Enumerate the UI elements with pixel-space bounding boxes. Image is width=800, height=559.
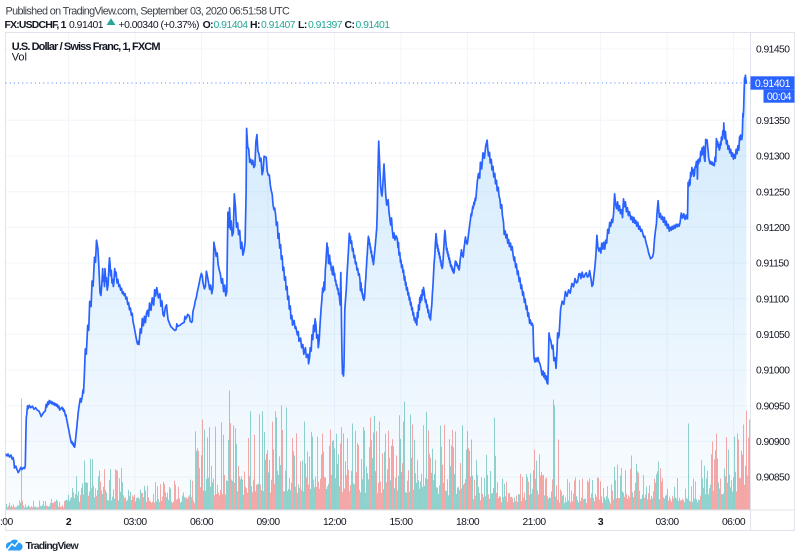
svg-text:0.91450: 0.91450 (756, 45, 790, 56)
svg-text:FX:USDCHF, 1: FX:USDCHF, 1 (5, 20, 67, 31)
svg-text:0.91150: 0.91150 (756, 259, 789, 270)
svg-text:0.91250: 0.91250 (756, 187, 790, 198)
svg-text:0.91200: 0.91200 (756, 223, 790, 234)
svg-text:0.91407: 0.91407 (261, 20, 296, 31)
svg-text:0.91401: 0.91401 (755, 78, 791, 90)
svg-text:2: 2 (66, 517, 72, 528)
svg-text:0.91300: 0.91300 (756, 152, 790, 163)
svg-text:0.91401: 0.91401 (69, 20, 104, 31)
svg-text:21:00: 21:00 (522, 517, 546, 528)
svg-text:06:00: 06:00 (722, 517, 746, 528)
svg-text:0.91000: 0.91000 (756, 366, 790, 377)
svg-text:U.S. Dollar / Swiss Franc, 1,: U.S. Dollar / Swiss Franc, 1, FXCM (12, 41, 161, 53)
svg-text:03:00: 03:00 (655, 517, 679, 528)
svg-text:0.91350: 0.91350 (756, 116, 790, 127)
svg-text:0.91404: 0.91404 (214, 20, 249, 31)
svg-text:L:: L: (298, 20, 307, 31)
svg-text:+0.00340 (+0.37%): +0.00340 (+0.37%) (119, 20, 200, 31)
svg-text:00:04: 00:04 (767, 91, 792, 103)
svg-text:H:: H: (250, 20, 260, 31)
svg-text:0.90900: 0.90900 (756, 437, 790, 448)
svg-text:15:00: 15:00 (389, 517, 413, 528)
svg-text:0.91100: 0.91100 (756, 294, 789, 305)
svg-text:Published on TradingView.com,: Published on TradingView.com, September … (6, 5, 291, 17)
svg-text:09:00: 09:00 (256, 517, 280, 528)
svg-text:O:: O: (203, 20, 214, 31)
svg-text:0.91397: 0.91397 (308, 20, 343, 31)
svg-text:0.90850: 0.90850 (756, 473, 790, 484)
svg-text:C:: C: (345, 20, 355, 31)
svg-text:12:00: 12:00 (323, 517, 347, 528)
svg-text:18:00: 18:00 (456, 517, 480, 528)
svg-text:03:00: 03:00 (123, 517, 147, 528)
svg-text:0.91050: 0.91050 (756, 330, 790, 341)
svg-text:TradingView: TradingView (26, 540, 80, 552)
svg-text:3: 3 (598, 517, 604, 528)
svg-text:0.91401: 0.91401 (356, 20, 391, 31)
svg-text:Vol: Vol (12, 52, 27, 64)
svg-text:0.90950: 0.90950 (756, 401, 790, 412)
svg-text:06:00: 06:00 (190, 517, 214, 528)
svg-text::00: :00 (0, 517, 13, 528)
